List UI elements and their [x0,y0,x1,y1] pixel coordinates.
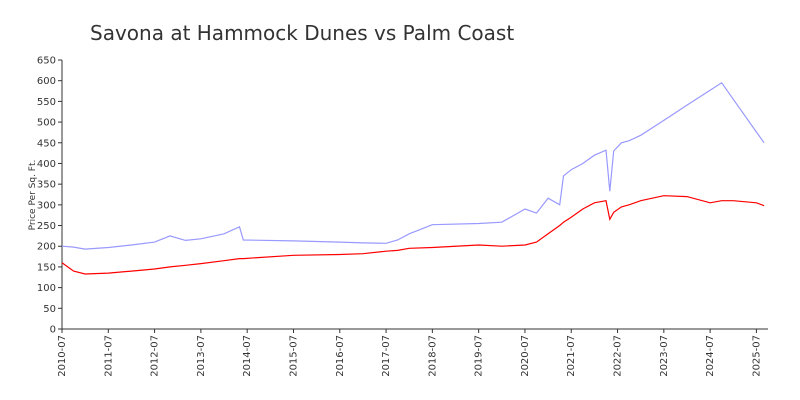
y-tick-label: 650 [37,56,56,67]
x-tick-label: 2025-07 [751,335,762,377]
y-tick-label: 300 [37,200,56,211]
y-axis-label: Price Per Sq. Ft. [28,160,38,231]
y-tick-label: 550 [37,97,56,108]
y-tick-label: 200 [37,242,56,253]
series-line [61,81,765,250]
y-tick-label: 350 [37,180,56,191]
x-tick-label: 2023-07 [659,335,670,377]
x-tick-label: 2021-07 [566,335,577,377]
x-tick-label: 2017-07 [381,335,392,377]
x-tick-label: 2024-07 [705,335,716,377]
x-tick-label: 2019-07 [474,335,485,377]
y-tick-label: 600 [37,76,56,87]
x-tick-label: 2018-07 [427,335,438,377]
y-tick-label: 450 [37,138,56,149]
chart-title: Savona at Hammock Dunes vs Palm Coast [90,21,514,45]
y-tick-label: 250 [37,221,56,232]
x-tick-label: 2020-07 [520,335,531,377]
x-tick-label: 2015-07 [288,335,299,377]
series-line [61,195,765,275]
x-tick-label: 2010-07 [57,335,68,377]
y-tick-label: 500 [37,118,56,129]
x-tick-label: 2016-07 [335,335,346,377]
x-tick-label: 2022-07 [613,335,624,377]
x-tick-label: 2014-07 [242,335,253,377]
x-tick-label: 2013-07 [196,335,207,377]
y-tick-label: 0 [50,325,56,336]
y-tick-label: 50 [43,304,56,315]
y-tick-label: 400 [37,159,56,170]
x-tick-label: 2012-07 [150,335,161,377]
x-tick-label: 2011-07 [103,335,114,377]
y-tick-label: 150 [37,262,56,273]
y-tick-label: 100 [37,283,56,294]
